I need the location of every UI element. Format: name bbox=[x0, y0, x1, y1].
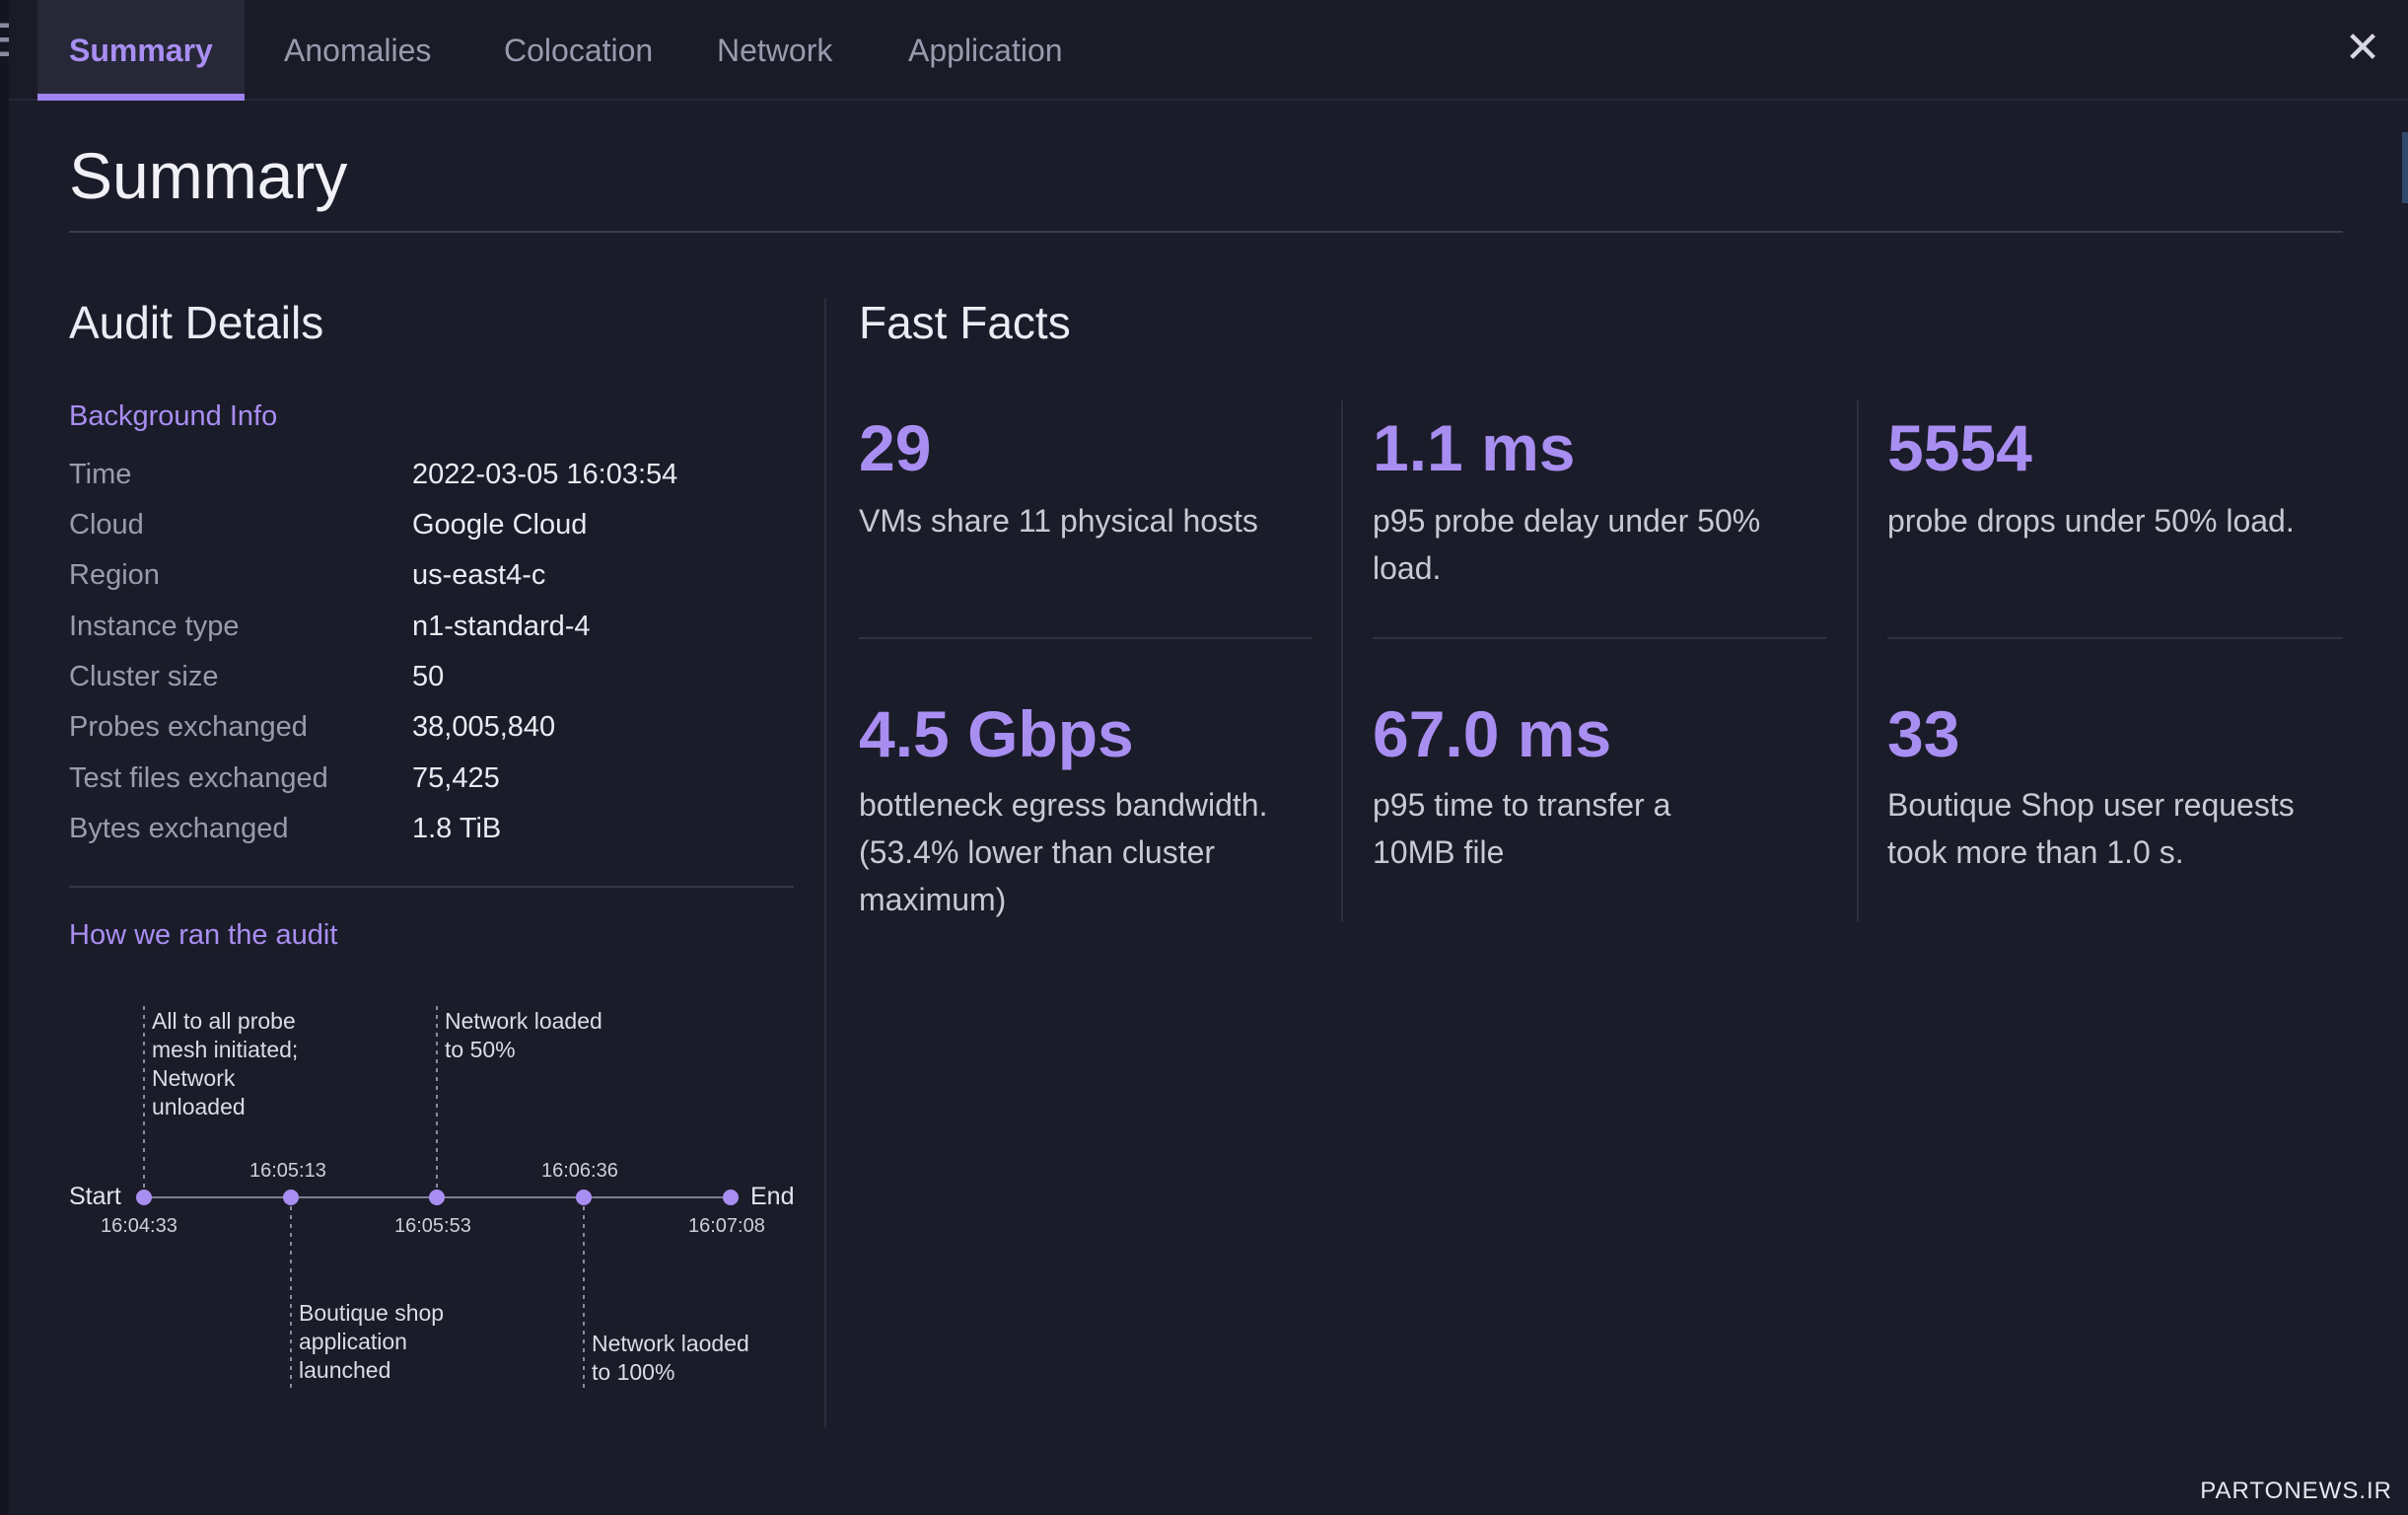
title-divider bbox=[69, 231, 2343, 233]
tab-network[interactable]: Network bbox=[717, 32, 833, 68]
left-edge-strip: ☰ bbox=[0, 0, 35, 1515]
fact-desc-shared-hosts: VMs share 11 physical hosts bbox=[859, 503, 1258, 539]
kv-value-cloud: Google Cloud bbox=[412, 509, 588, 541]
column-divider bbox=[824, 298, 826, 1428]
kv-label-instance-type: Instance type bbox=[69, 611, 240, 642]
kv-label-cluster-size: Cluster size bbox=[69, 661, 219, 692]
fact-desc-slow-requests: Boutique Shop user requests took more th… bbox=[1887, 787, 2295, 870]
fast-facts-heading: Fast Facts bbox=[859, 297, 1071, 348]
kv-label-test-files: Test files exchanged bbox=[69, 762, 328, 794]
scrollbar-indicator[interactable] bbox=[2402, 132, 2408, 203]
timeline-event-network-100: Network laoded to 100% bbox=[592, 1331, 749, 1385]
timeline-point bbox=[429, 1190, 445, 1205]
timeline-point bbox=[283, 1190, 299, 1205]
page-title: Summary bbox=[69, 139, 348, 212]
timeline-start-label: Start bbox=[69, 1183, 121, 1210]
fact-value-transfer-time: 67.0 ms bbox=[1373, 697, 1612, 770]
facts-row-divider bbox=[1887, 637, 2343, 639]
how-we-ran-heading: How we ran the audit bbox=[69, 919, 338, 951]
kv-label-probes-exchanged: Probes exchanged bbox=[69, 711, 308, 743]
facts-divider bbox=[1341, 400, 1343, 921]
kv-value-time: 2022-03-05 16:03:54 bbox=[412, 459, 678, 490]
fact-value-slow-requests: 33 bbox=[1887, 697, 1960, 770]
timeline-time: 16:04:33 bbox=[101, 1215, 177, 1237]
tab-anomalies[interactable]: Anomalies bbox=[284, 32, 432, 68]
audit-details-heading: Audit Details bbox=[69, 297, 324, 348]
kv-label-region: Region bbox=[69, 559, 160, 591]
facts-row-divider bbox=[859, 637, 1311, 639]
timeline-event-boutique-launch: Boutique shop application launched bbox=[299, 1300, 445, 1383]
tab-colocation[interactable]: Colocation bbox=[504, 32, 654, 68]
kv-value-probes-exchanged: 38,005,840 bbox=[412, 711, 556, 743]
kv-label-cloud: Cloud bbox=[69, 509, 144, 541]
timeline-time: 16:05:13 bbox=[249, 1160, 326, 1182]
timeline-event-probe-mesh: All to all probe mesh initiated; Network… bbox=[152, 1008, 299, 1119]
kv-value-instance-type: n1-standard-4 bbox=[412, 611, 591, 642]
timeline-time: 16:07:08 bbox=[688, 1215, 765, 1237]
timeline-event-network-50: Network loaded to 50% bbox=[445, 1008, 602, 1062]
timeline-point bbox=[723, 1190, 739, 1205]
tab-summary[interactable]: Summary bbox=[37, 0, 245, 101]
timeline-time: 16:06:36 bbox=[541, 1160, 618, 1182]
fact-desc-probe-delay: p95 probe delay under 50% load. bbox=[1373, 503, 1761, 586]
fact-value-probe-drops: 5554 bbox=[1887, 411, 2032, 484]
timeline-point bbox=[576, 1190, 592, 1205]
fact-desc-probe-drops: probe drops under 50% load. bbox=[1887, 503, 2295, 539]
close-icon[interactable]: ✕ bbox=[2344, 23, 2381, 72]
kv-value-test-files: 75,425 bbox=[412, 762, 500, 794]
timeline-point bbox=[136, 1190, 152, 1205]
tab-bar: Summary Anomalies Colocation Network App… bbox=[9, 0, 2408, 101]
kv-label-bytes-exchanged: Bytes exchanged bbox=[69, 813, 289, 844]
tab-application[interactable]: Application bbox=[908, 32, 1063, 68]
watermark: PARTONEWS.IR bbox=[2200, 1478, 2392, 1504]
timeline-time: 16:05:53 bbox=[394, 1215, 471, 1237]
fact-value-egress-bandwidth: 4.5 Gbps bbox=[859, 697, 1134, 770]
fact-value-shared-hosts: 29 bbox=[859, 411, 932, 484]
background-info-heading: Background Info bbox=[69, 400, 278, 432]
kv-label-time: Time bbox=[69, 459, 132, 490]
facts-divider bbox=[1857, 400, 1859, 921]
facts-row-divider bbox=[1373, 637, 1826, 639]
fact-value-probe-delay: 1.1 ms bbox=[1373, 411, 1576, 484]
fact-desc-egress-bandwidth: bottleneck egress bandwidth. (53.4% lowe… bbox=[859, 787, 1268, 917]
timeline-end-label: End bbox=[750, 1183, 795, 1210]
audit-divider bbox=[69, 886, 794, 888]
kv-value-bytes-exchanged: 1.8 TiB bbox=[412, 813, 502, 844]
kv-value-cluster-size: 50 bbox=[412, 661, 445, 692]
kv-value-region: us-east4-c bbox=[412, 559, 546, 591]
fact-desc-transfer-time: p95 time to transfer a 10MB file bbox=[1373, 787, 1671, 870]
